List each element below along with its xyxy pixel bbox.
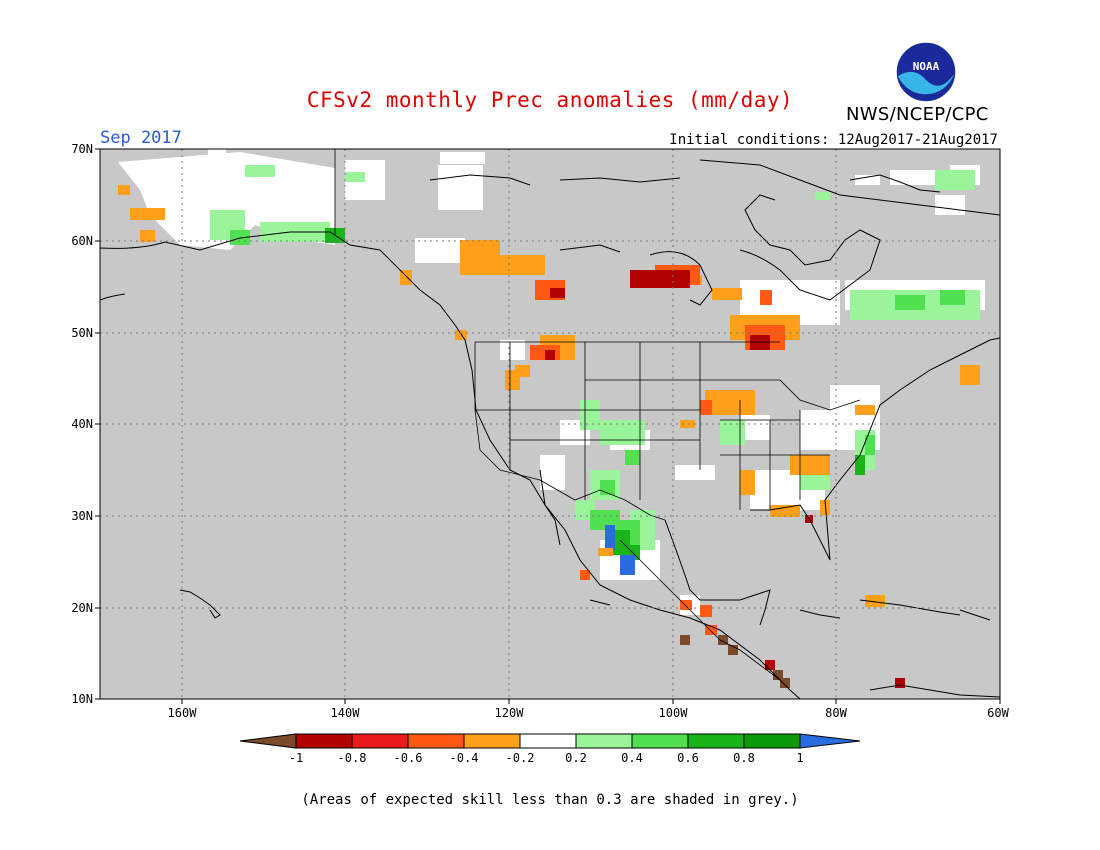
colorbar-label: -1: [289, 751, 303, 765]
colorbar-swatch: [631, 733, 689, 749]
colorbar-label: -0.6: [394, 751, 423, 765]
colorbar-swatch: [743, 733, 801, 749]
skill-note: (Areas of expected skill less than 0.3 a…: [301, 792, 799, 808]
initial-conditions: Initial conditions: 12Aug2017-21Aug2017: [669, 132, 998, 148]
lon-label: 80W: [825, 706, 847, 720]
noaa-logo: NOAA: [895, 41, 957, 103]
chart-title: CFSv2 monthly Prec anomalies (mm/day): [306, 88, 794, 112]
lat-label: 30N: [71, 509, 93, 523]
lat-label: 50N: [71, 326, 93, 340]
colorbar-swatch: [239, 733, 297, 749]
colorbar-label: -0.8: [338, 751, 367, 765]
blue-regions: [605, 525, 635, 575]
organization-label: NWS/NCEP/CPC: [846, 104, 989, 125]
lat-axis: [95, 148, 100, 700]
lon-label: 60W: [987, 706, 1009, 720]
lat-label: 20N: [71, 601, 93, 615]
colorbar-label: 0.8: [733, 751, 755, 765]
lon-axis: [181, 699, 1001, 704]
colorbar-swatch: [799, 733, 861, 749]
colorbar-label: 0.6: [677, 751, 699, 765]
colorbar-swatch: [519, 733, 577, 749]
colorbar-label: 0.2: [565, 751, 587, 765]
colorbar-label: 1: [796, 751, 803, 765]
colorbar-label: 0.4: [621, 751, 643, 765]
colorbar: [239, 733, 861, 749]
lat-label: 10N: [71, 692, 93, 706]
grid-lines: [100, 149, 1000, 699]
colorbar-labels: -1 -0.8 -0.6 -0.4 -0.2 0.2 0.4 0.6 0.8 1: [289, 751, 804, 765]
colorbar-label: -0.4: [450, 751, 479, 765]
lon-label: 120W: [495, 706, 525, 720]
colorbar-swatch: [463, 733, 521, 749]
islands: [179, 589, 991, 621]
colorbar-swatch: [687, 733, 745, 749]
forecast-month: Sep 2017: [100, 128, 182, 148]
colorbar-label: -0.2: [506, 751, 535, 765]
colorbar-swatch: [575, 733, 633, 749]
lat-labels: 70N 60N 50N 40N 30N 20N 10N: [71, 142, 93, 706]
lat-label: 40N: [71, 417, 93, 431]
lat-label: 70N: [71, 142, 93, 156]
lon-label: 160W: [168, 706, 198, 720]
lat-label: 60N: [71, 234, 93, 248]
colorbar-swatch: [351, 733, 409, 749]
colorbar-swatch: [407, 733, 465, 749]
lon-labels: 160W 140W 120W 100W 80W 60W: [168, 706, 1010, 720]
lon-label: 140W: [331, 706, 361, 720]
political-borders: [334, 149, 861, 681]
coastlines: [100, 159, 1000, 699]
lon-label: 100W: [659, 706, 689, 720]
colorbar-swatch: [295, 733, 353, 749]
noaa-logo-text: NOAA: [913, 60, 940, 73]
brown-regions: [680, 635, 790, 688]
anomaly-patches: [100, 149, 1000, 699]
